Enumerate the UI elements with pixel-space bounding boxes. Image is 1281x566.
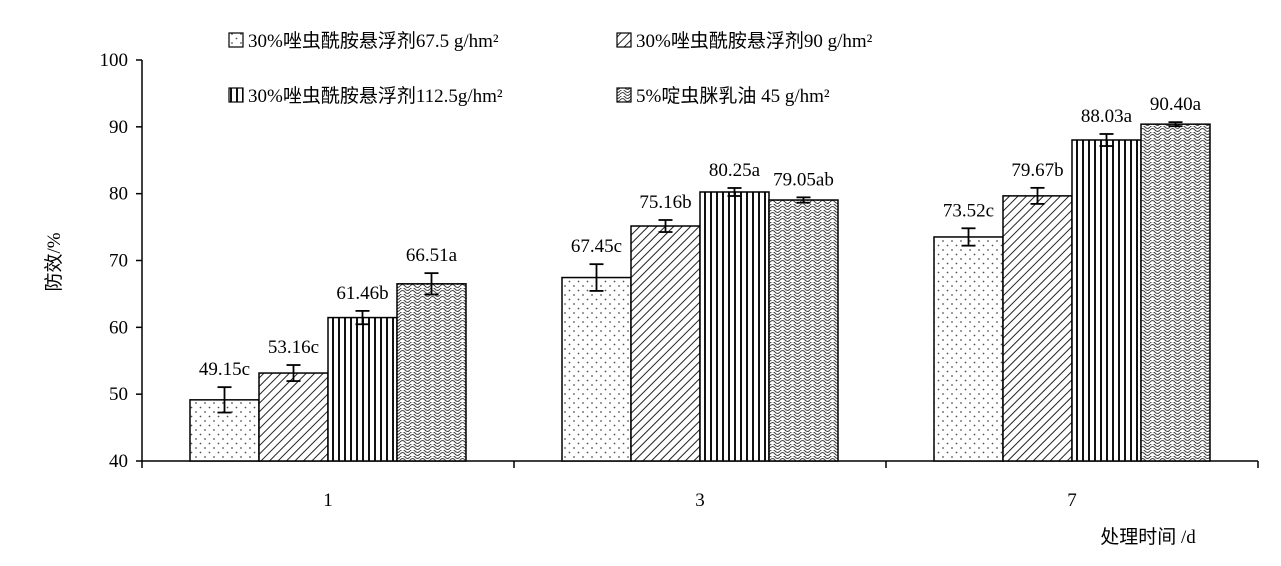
data-label-s3-cat-3: 80.25a	[709, 160, 761, 181]
legend-swatch-2	[616, 32, 632, 48]
x-tick-label-7: 7	[1067, 490, 1077, 511]
y-axis-title: 防效/%	[43, 232, 65, 291]
data-label-s4-cat-7: 90.40a	[1150, 94, 1202, 115]
bar-s4-cat-3	[768, 199, 839, 462]
y-tick-label-40: 40	[109, 451, 128, 472]
bar-s2-cat-1	[258, 372, 329, 462]
legend-swatch-3	[228, 87, 244, 103]
legend-item-1: 30%唑虫酰胺悬浮剂67.5 g/hm²	[228, 30, 499, 52]
legend-item-4: 5%啶虫脒乳油 45 g/hm²	[616, 85, 830, 107]
y-tick-label-100: 100	[100, 50, 129, 71]
legend: 30%唑虫酰胺悬浮剂67.5 g/hm² 30%唑虫酰胺悬浮剂90 g/hm² …	[228, 30, 873, 107]
x-tick-label-1: 1	[323, 490, 333, 511]
legend-label-3: 30%唑虫酰胺悬浮剂112.5g/hm²	[248, 85, 503, 107]
legend-label-1: 30%唑虫酰胺悬浮剂67.5 g/hm²	[248, 30, 499, 52]
bar-s1-cat-7	[933, 236, 1004, 462]
bar-s1-cat-3	[561, 276, 632, 462]
data-label-s4-cat-1: 66.51a	[406, 245, 458, 266]
data-label-s3-cat-7: 88.03a	[1081, 106, 1133, 127]
data-label-s1-cat-7: 73.52c	[943, 200, 994, 221]
x-tick-label-3: 3	[695, 490, 705, 511]
data-label-s4-cat-3: 79.05ab	[773, 169, 834, 190]
legend-label-4: 5%啶虫脒乳油 45 g/hm²	[636, 85, 830, 107]
bar-s4-cat-7	[1140, 123, 1211, 462]
y-tick-label-80: 80	[109, 184, 128, 205]
data-label-s3-cat-1: 61.46b	[336, 283, 388, 304]
data-label-s2-cat-3: 75.16b	[639, 192, 691, 213]
data-label-s2-cat-1: 53.16c	[268, 337, 319, 358]
bar-s2-cat-7	[1002, 195, 1073, 462]
bar-s3-cat-3	[699, 191, 770, 462]
legend-item-2: 30%唑虫酰胺悬浮剂90 g/hm²	[616, 30, 873, 52]
data-label-s1-cat-3: 67.45c	[571, 236, 622, 257]
y-tick-label-60: 60	[109, 317, 128, 338]
y-tick-label-70: 70	[109, 251, 128, 272]
bars	[189, 121, 1211, 462]
bar-s3-cat-7	[1071, 139, 1142, 462]
y-tick-label-50: 50	[109, 384, 128, 405]
y-tick-label-90: 90	[109, 117, 128, 138]
legend-swatch-1	[228, 32, 244, 48]
data-label-s1-cat-1: 49.15c	[199, 359, 250, 380]
bar-s2-cat-3	[630, 225, 701, 462]
legend-label-2: 30%唑虫酰胺悬浮剂90 g/hm²	[636, 30, 873, 52]
data-label-s2-cat-7: 79.67b	[1011, 160, 1063, 181]
legend-item-3: 30%唑虫酰胺悬浮剂112.5g/hm²	[228, 85, 503, 107]
bar-s4-cat-1	[396, 283, 467, 462]
data-labels: 49.15c 53.16c 61.46b 66.51a 67.45c 75.16b 80.2…	[199, 94, 1202, 380]
x-axis-title: 处理时间 /d	[1100, 526, 1196, 548]
legend-swatch-4	[616, 87, 632, 103]
bar-s3-cat-1	[327, 316, 398, 462]
